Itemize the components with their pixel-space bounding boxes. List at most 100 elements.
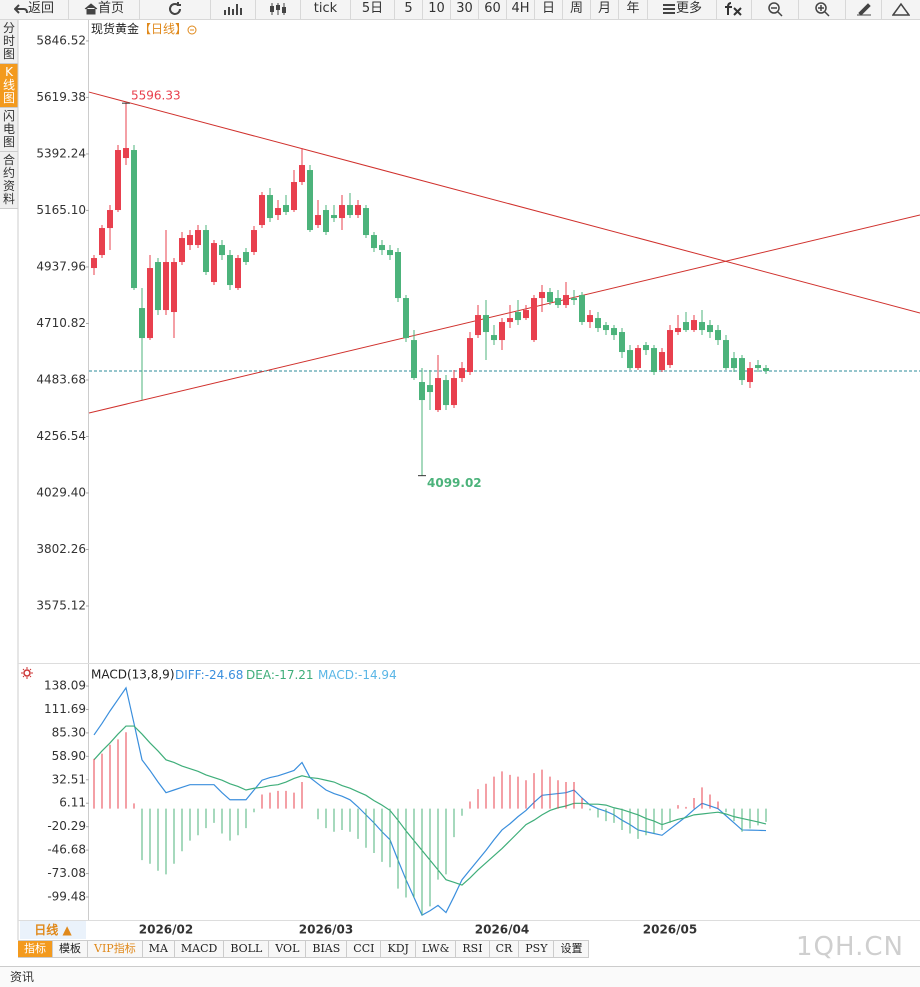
candle-body	[435, 378, 441, 411]
period-button[interactable]: 5	[395, 0, 423, 19]
x-tick-label: 2026/04	[475, 923, 529, 937]
candle-body	[315, 215, 321, 226]
candle-body	[411, 340, 417, 379]
indicator-tab[interactable]: CR	[489, 941, 520, 958]
shape-button[interactable]	[882, 0, 920, 19]
period-button[interactable]: 30	[451, 0, 479, 19]
refresh-button[interactable]	[140, 0, 211, 19]
indicator-tab[interactable]: MA	[142, 941, 175, 958]
candle-body	[515, 312, 521, 321]
draw-button[interactable]	[846, 0, 882, 19]
indicator-tab[interactable]: PSY	[519, 941, 555, 958]
candle-body	[347, 205, 353, 216]
legend-entry: DEA:-17.21	[246, 668, 314, 682]
sidebar-tab[interactable]: 合约资料	[0, 152, 18, 209]
period-selector[interactable]: 日线 ▲	[20, 921, 86, 939]
indicator-tab[interactable]: 模板	[53, 941, 88, 958]
candle-body	[91, 258, 97, 269]
candle-body	[531, 298, 537, 341]
candle-body	[747, 368, 753, 383]
y-tick-label: 4710.82	[36, 316, 86, 330]
sidebar-label: 分时图	[2, 21, 15, 61]
home-button[interactable]: 首页	[69, 0, 140, 19]
candle-body	[171, 262, 177, 313]
more-button[interactable]: 更多	[648, 0, 717, 19]
back-button[interactable]: 返回	[0, 0, 69, 19]
period-button[interactable]: 5日	[351, 0, 395, 19]
sidebar-tab[interactable]: K线图	[0, 64, 18, 108]
period-button[interactable]: 日	[535, 0, 563, 19]
indicator-tab[interactable]: BIAS	[306, 941, 348, 958]
y-tick-label: 5392.24	[36, 146, 86, 160]
low-label: 4099.02	[427, 476, 482, 490]
candle-body	[475, 315, 481, 336]
sidebar-tab[interactable]: 分时图	[0, 20, 18, 64]
y-tick-label: 5846.52	[36, 33, 86, 47]
candle-body	[723, 340, 729, 369]
subtitle: 【日线】	[139, 22, 187, 36]
candle-body	[571, 298, 577, 301]
indicator-tab[interactable]: LW&	[415, 941, 457, 958]
menu-icon	[662, 3, 675, 14]
back-icon	[13, 3, 28, 14]
news-tab[interactable]: 资讯	[10, 970, 35, 984]
candle-body	[595, 318, 601, 329]
tick-button[interactable]: tick	[301, 0, 351, 19]
period-button[interactable]: 60	[479, 0, 507, 19]
indicator-tab[interactable]: MACD	[174, 941, 225, 958]
period-button[interactable]: 年	[619, 0, 648, 19]
indicator-tab[interactable]: BOLL	[224, 941, 270, 958]
candle-body	[579, 295, 585, 323]
indicator-tab[interactable]: VIP指标	[88, 941, 143, 958]
period-button[interactable]: 4H	[507, 0, 535, 19]
indicator-tab[interactable]: KDJ	[381, 941, 416, 958]
candle-body	[339, 205, 345, 219]
candle-body	[243, 252, 249, 263]
title: 现货黄金	[91, 21, 139, 36]
y-tick-label: -46.68	[47, 843, 86, 857]
legend-name: DIFF:	[175, 668, 205, 682]
remove-icon[interactable]	[187, 25, 197, 35]
bar-chart-button[interactable]	[211, 0, 256, 19]
x-tick-label: 2026/05	[643, 923, 697, 937]
candle-body	[219, 245, 225, 256]
candle-body	[299, 165, 305, 183]
y-tick-label: 85.30	[52, 725, 86, 739]
zoom-out-button[interactable]	[752, 0, 799, 19]
home-label: 首页	[97, 1, 124, 16]
zoom-in-button[interactable]	[799, 0, 846, 19]
sidebar-tab[interactable]: 闪电图	[0, 108, 18, 152]
period-button[interactable]: 月	[591, 0, 619, 19]
indicator-tab[interactable]: 指标	[18, 941, 53, 958]
indicator-tab[interactable]: VOL	[269, 941, 307, 958]
back-label: 返回	[27, 1, 54, 16]
sidebar-label: K线图	[2, 65, 15, 105]
period-button[interactable]: 周	[563, 0, 591, 19]
candle-body	[395, 252, 401, 299]
candle-body	[483, 315, 489, 333]
candle-body	[163, 262, 169, 311]
candle-body	[763, 368, 769, 372]
zoom-out-icon	[768, 1, 783, 17]
indicator-tab[interactable]: 设置	[554, 941, 590, 958]
settings-icon[interactable]	[21, 667, 33, 679]
indicator-tab[interactable]: RSI	[456, 941, 490, 958]
trend-line	[88, 214, 920, 414]
candle-body	[139, 308, 145, 339]
candle-body	[651, 348, 657, 373]
indicator-tab[interactable]: CCI	[347, 941, 382, 958]
candle-button[interactable]	[256, 0, 301, 19]
candle-body	[427, 385, 433, 393]
sidebar: 分时图 K线图 闪电图 合约资料	[0, 20, 18, 209]
y-tick-label: 4483.68	[36, 372, 86, 386]
toolbar: 返回 首页 tick 5日 5 10 30 60 4H 日 周 月 年 更多	[0, 0, 920, 20]
y-tick-label: 4029.40	[36, 485, 86, 499]
y-tick-label: 4937.96	[36, 259, 86, 273]
legend-name: MACD:	[318, 668, 358, 682]
period-button[interactable]: 10	[423, 0, 451, 19]
legend-entry: MACD:-14.94	[318, 668, 397, 682]
formula-button[interactable]	[717, 0, 752, 19]
y-tick-label: 138.09	[44, 679, 86, 693]
candle-body	[267, 195, 273, 219]
candle-body	[235, 258, 241, 289]
